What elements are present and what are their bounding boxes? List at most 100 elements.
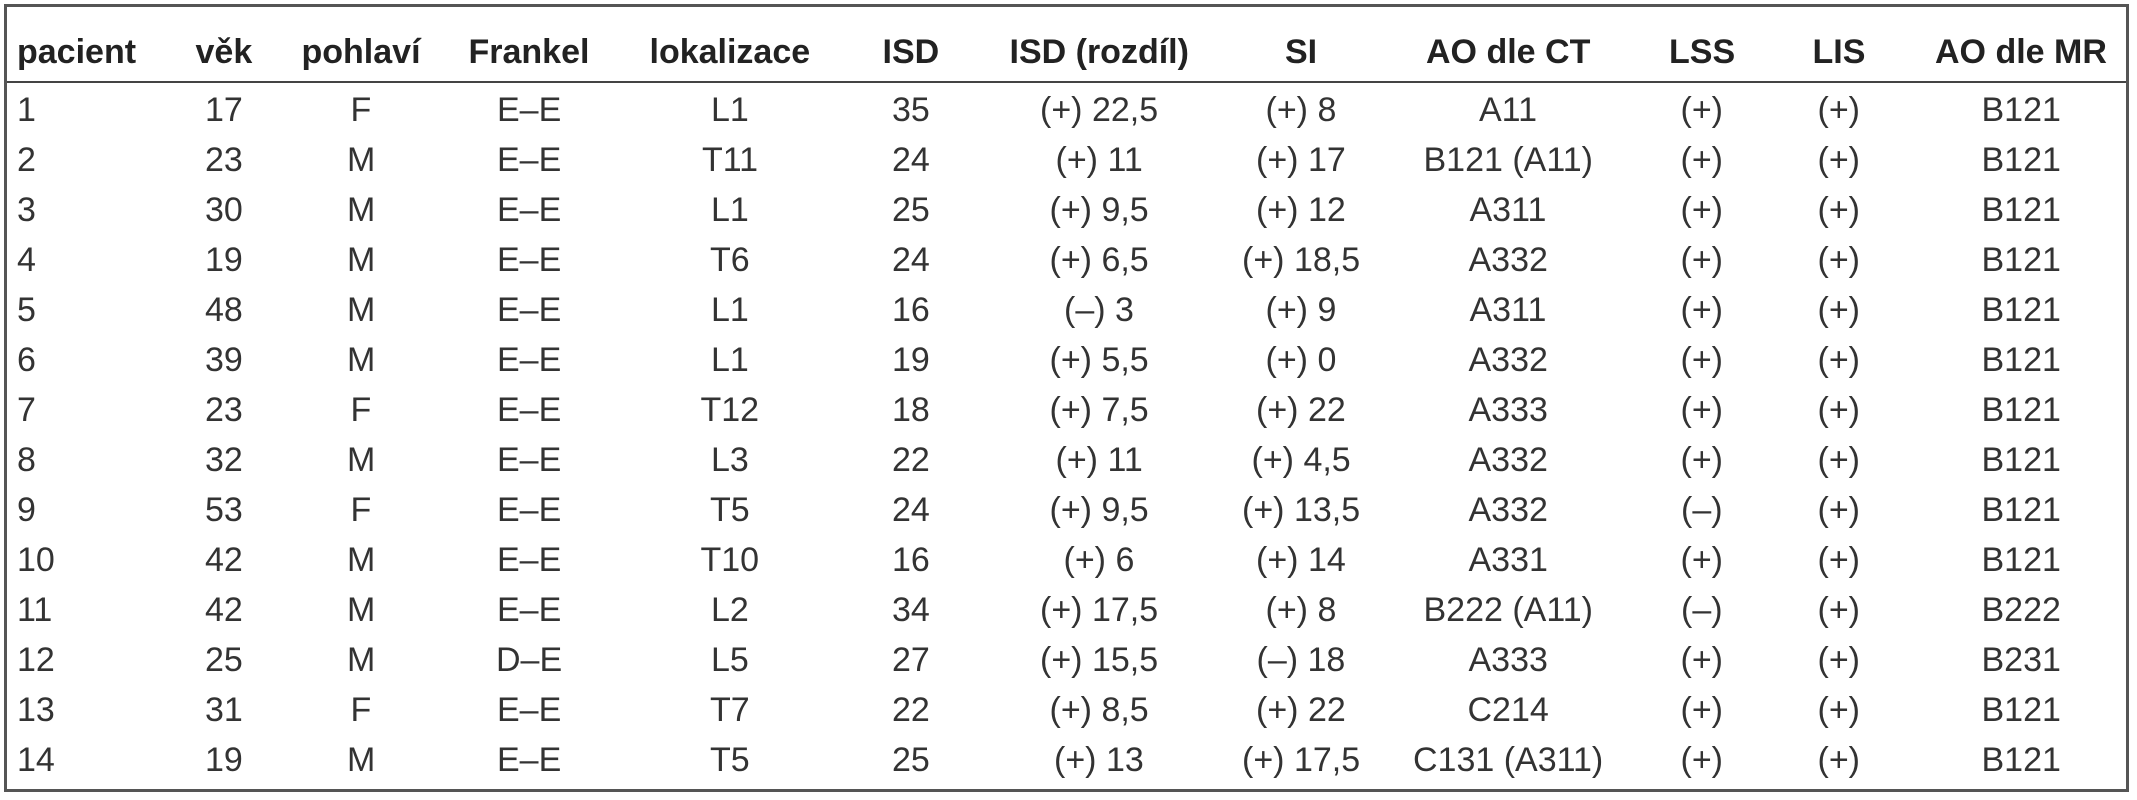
table-cell: B121 <box>1981 291 2061 329</box>
table-cell: (+) <box>1817 391 1861 429</box>
table-frame: pacient věk pohlaví Frankel lokalizace ISD ISD… <box>4 4 2129 792</box>
table-cell: (+) <box>1817 91 1861 129</box>
table-cell: E–E <box>497 591 562 629</box>
header-cell: LSS <box>1669 33 1736 71</box>
header-cell: LIS <box>1812 33 1866 71</box>
table-cell: A332 <box>1468 441 1548 479</box>
table-cell: 25 <box>205 641 243 679</box>
table-cell: E–E <box>497 491 562 529</box>
table-cell: M <box>347 341 376 379</box>
header-cell: Frankel <box>468 33 590 71</box>
table-cell: E–E <box>497 691 562 729</box>
table-cell: (+) 5,5 <box>1049 341 1149 379</box>
table-cell: B121 (A11) <box>1423 141 1593 179</box>
table-cell: (+) 8,5 <box>1049 691 1149 729</box>
table-cell: B121 <box>1981 441 2061 479</box>
table-cell: B121 <box>1981 741 2061 779</box>
table-cell: (+) 17 <box>1256 141 1346 179</box>
table-cell: E–E <box>497 91 562 129</box>
table-cell: A333 <box>1468 641 1548 679</box>
table-cell: M <box>347 191 376 229</box>
table-cell: E–E <box>497 391 562 429</box>
table-cell: (+) 17,5 <box>1242 741 1361 779</box>
table-cell: 35 <box>892 91 930 129</box>
table-cell: 30 <box>205 191 243 229</box>
table-cell: 13 <box>17 691 55 729</box>
table-cell: 19 <box>892 341 930 379</box>
table-cell: (+) <box>1680 241 1724 279</box>
table-cell: A332 <box>1468 341 1548 379</box>
table-cell: (+) 7,5 <box>1049 391 1149 429</box>
header-cell: AO dle MR <box>1935 33 2107 71</box>
table-cell: A311 <box>1469 291 1547 329</box>
table-cell: (+) <box>1817 341 1861 379</box>
table-cell: L5 <box>711 641 749 679</box>
table-cell: 48 <box>205 291 243 329</box>
table-cell: 19 <box>205 741 243 779</box>
table-cell: (+) 6,5 <box>1049 241 1149 279</box>
table-cell: A332 <box>1468 491 1548 529</box>
table-cell: (+) <box>1680 441 1724 479</box>
table-cell: 1 <box>17 91 36 129</box>
table-cell: B222 (A11) <box>1423 591 1593 629</box>
table-cell: B222 <box>1981 591 2061 629</box>
table-cell: (+) <box>1817 641 1861 679</box>
table-cell: T11 <box>702 141 759 179</box>
table-cell: L1 <box>711 191 749 229</box>
table-cell: 5 <box>17 291 36 329</box>
table-cell: (+) 12 <box>1256 191 1346 229</box>
table-cell: 4 <box>17 241 36 279</box>
table-cell: (+) 13,5 <box>1242 491 1361 529</box>
table-cell: T10 <box>700 541 760 579</box>
table-cell: (+) 8 <box>1265 91 1337 129</box>
table-cell: (+) 0 <box>1265 341 1337 379</box>
table-cell: 34 <box>892 591 930 629</box>
table-cell: (+) 8 <box>1265 591 1337 629</box>
header-cell: lokalizace <box>649 33 811 71</box>
table-cell: (–) 3 <box>1064 291 1134 329</box>
table-cell: (+) 11 <box>1055 141 1143 179</box>
table-cell: T5 <box>710 491 750 529</box>
table-cell: (+) 17,5 <box>1040 591 1159 629</box>
table-cell: B121 <box>1981 141 2061 179</box>
table-cell: (+) 4,5 <box>1251 441 1351 479</box>
table-cell: 3 <box>17 191 36 229</box>
table-cell: F <box>350 491 372 529</box>
table-cell: A332 <box>1468 241 1548 279</box>
table-cell: L1 <box>711 291 749 329</box>
table-cell: (+) <box>1680 691 1724 729</box>
table-cell: 24 <box>892 241 930 279</box>
table-cell: (+) 22,5 <box>1040 91 1159 129</box>
table-cell: (+) 6 <box>1063 541 1135 579</box>
table-cell: T12 <box>700 391 760 429</box>
table-cell: E–E <box>497 341 562 379</box>
table-cell: 27 <box>892 641 930 679</box>
table-cell: (+) <box>1680 91 1724 129</box>
header-rule <box>7 81 2126 83</box>
table-cell: B121 <box>1981 341 2061 379</box>
table-cell: (+) <box>1817 441 1861 479</box>
table-cell: B121 <box>1981 391 2061 429</box>
table-cell: 18 <box>892 391 930 429</box>
table-cell: (–) 18 <box>1256 641 1346 679</box>
table-cell: 2 <box>17 141 36 179</box>
table-cell: 39 <box>205 341 243 379</box>
table-cell: L2 <box>711 591 749 629</box>
table-cell: (+) <box>1817 491 1861 529</box>
table-cell: 23 <box>205 391 243 429</box>
table-cell: (+) 13 <box>1054 741 1144 779</box>
table-cell: (+) <box>1817 191 1861 229</box>
table-cell: M <box>347 741 376 779</box>
table-cell: D–E <box>496 641 563 679</box>
table-cell: 17 <box>205 91 243 129</box>
table-cell: 9 <box>17 491 36 529</box>
table-cell: 42 <box>205 591 243 629</box>
table-cell: T6 <box>710 241 750 279</box>
table-cell: L3 <box>711 441 749 479</box>
table-cell: F <box>350 391 372 429</box>
table-cell: F <box>350 691 372 729</box>
table-cell: (+) <box>1817 541 1861 579</box>
table-cell: M <box>347 641 376 679</box>
table-cell: A11 <box>1479 91 1537 129</box>
